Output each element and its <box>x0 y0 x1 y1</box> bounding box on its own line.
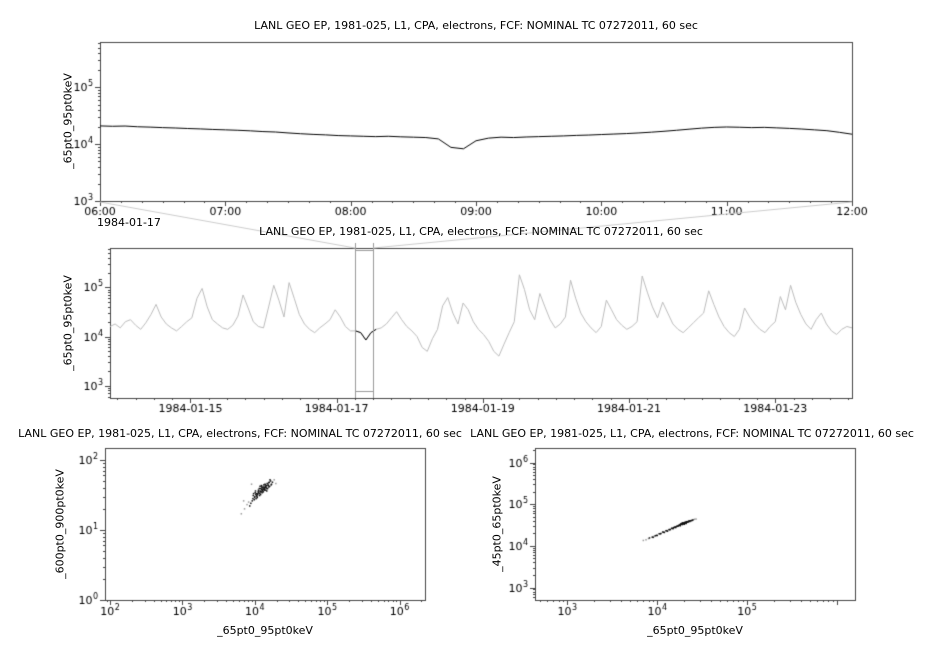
y-axis-label: _45pt0_65pt0keV <box>490 476 504 572</box>
chart-title: LANL GEO EP, 1981-025, L1, CPA, electron… <box>254 19 698 32</box>
plot-area-scatter-600-900[interactable] <box>105 448 425 600</box>
x-axis-label: _65pt0_95pt0keV <box>647 624 743 637</box>
y-axis-label: _65pt0_95pt0keV <box>61 73 75 169</box>
y-axis-label: _600pt0_900pt0keV <box>53 469 67 579</box>
x-axis-label: _65pt0_95pt0keV <box>217 624 313 637</box>
chart-title: LANL GEO EP, 1981-025, L1, CPA, electron… <box>470 427 914 440</box>
plot-area-context-timeseries[interactable] <box>110 248 852 398</box>
y-axis-label: _65pt0_95pt0keV <box>61 275 75 371</box>
plot-area-top-timeseries[interactable] <box>100 42 852 201</box>
time-range-selector[interactable] <box>354 243 375 399</box>
plot-area-scatter-45-65[interactable] <box>535 448 855 600</box>
x-axis-date-label: 1984-01-17 <box>97 216 161 229</box>
chart-title: LANL GEO EP, 1981-025, L1, CPA, electron… <box>259 225 703 238</box>
chart-title: LANL GEO EP, 1981-025, L1, CPA, electron… <box>18 427 462 440</box>
